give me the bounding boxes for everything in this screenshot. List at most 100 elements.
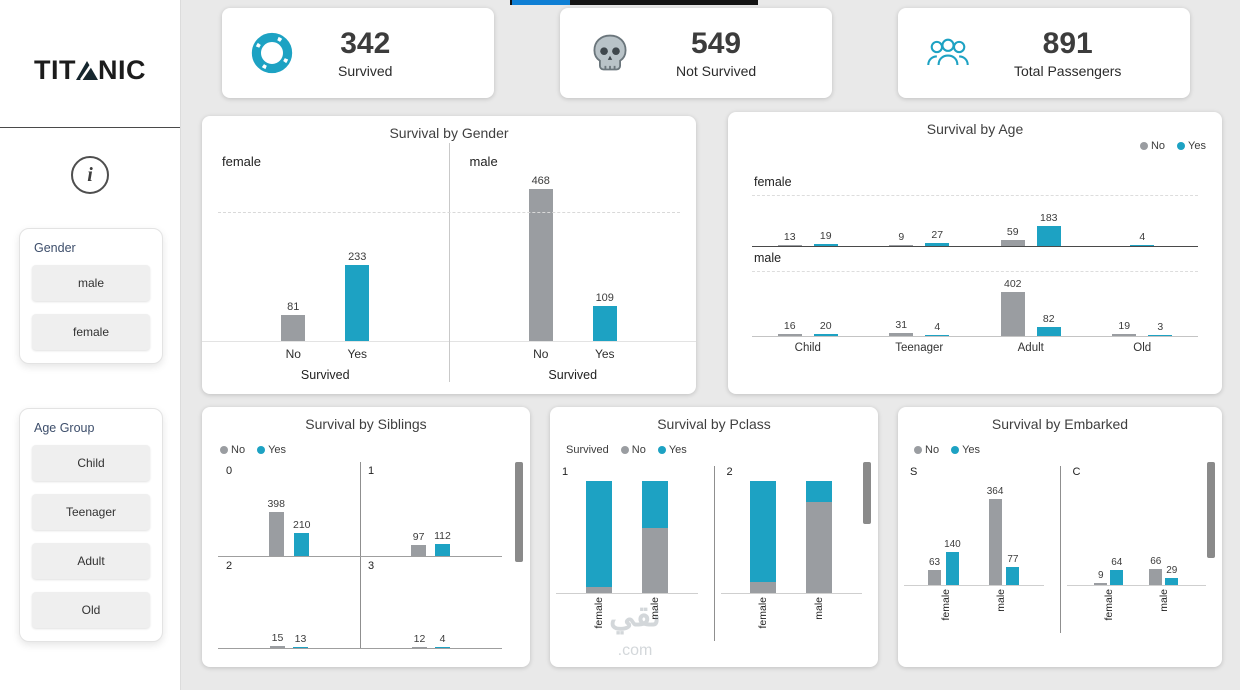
panel-label: 2 [726, 466, 733, 478]
bar-yes[interactable] [294, 532, 310, 556]
stacked-bar-male[interactable] [641, 481, 668, 593]
segment-yes[interactable] [585, 481, 612, 587]
bar-yes[interactable] [1006, 566, 1020, 585]
category-label-wrap: female [932, 589, 961, 633]
bar-value: 19 [819, 229, 832, 242]
filter-option-old[interactable]: Old [32, 592, 150, 628]
kpi-card-total-passengers: 891 Total Passengers [898, 8, 1190, 98]
chart-scrollbar-thumb[interactable] [863, 462, 871, 524]
ship-sail-icon [76, 61, 98, 80]
bar-no[interactable] [777, 334, 802, 336]
bar-no[interactable] [889, 244, 914, 246]
panel-label: 2 [226, 560, 233, 572]
bar-yes[interactable] [925, 243, 950, 246]
filter-option-female[interactable]: female [32, 314, 150, 350]
panel-C: C 9 64 66 29 female male [1059, 466, 1223, 633]
bar-no[interactable] [281, 314, 306, 341]
panel-label: female [222, 154, 262, 169]
bar-yes[interactable] [435, 646, 450, 648]
legend-item-no[interactable]: No [620, 444, 646, 456]
segment-no[interactable] [750, 582, 777, 593]
bar-no[interactable] [412, 646, 427, 648]
bar-value: 13 [294, 632, 307, 645]
bar-no[interactable] [988, 499, 1002, 585]
legend-item-yes[interactable]: Yes [257, 444, 286, 456]
stacked-bar-female[interactable] [750, 481, 777, 593]
bar-yes[interactable] [1036, 226, 1061, 246]
bar-value: 398 [267, 498, 285, 510]
bar-no[interactable] [1000, 239, 1025, 246]
segment-no[interactable] [806, 502, 833, 593]
bar-yes[interactable] [813, 333, 838, 336]
filter-option-child[interactable]: Child [32, 445, 150, 481]
bar-no[interactable] [1094, 582, 1108, 585]
bar-no[interactable] [928, 570, 942, 585]
filter-option-adult[interactable]: Adult [32, 543, 150, 579]
bar-column-yes: 64 [1110, 557, 1124, 585]
segment-yes[interactable] [641, 481, 668, 528]
chart-title: Survival by Age [926, 121, 1024, 137]
category-label: Adult [1017, 342, 1044, 354]
bar-yes[interactable] [1130, 244, 1155, 246]
legend-dot-no [220, 446, 228, 454]
bar-column-no: 9 [889, 231, 914, 246]
category-label-wrap: male [987, 589, 1016, 633]
category-label-wrap: male [1149, 589, 1178, 633]
page-navigation-scrollbar[interactable] [510, 0, 758, 5]
bar-no[interactable] [889, 332, 914, 336]
chart-scrollbar-thumb[interactable] [1207, 462, 1215, 558]
bar-no[interactable] [1112, 333, 1137, 336]
bar-yes[interactable] [1036, 327, 1061, 336]
segment-yes[interactable] [806, 481, 833, 502]
filter-option-male[interactable]: male [32, 265, 150, 301]
legend-item-no[interactable]: No [1139, 140, 1165, 152]
legend-item-no[interactable]: No [914, 444, 939, 456]
gender-filter-card: Gender male female [19, 228, 163, 364]
stacked-bar-male[interactable] [806, 481, 833, 593]
bar-no[interactable] [268, 512, 284, 556]
bar-value: 82 [1042, 313, 1055, 325]
bar-yes[interactable] [293, 646, 308, 648]
legend-item-no[interactable]: No [220, 444, 245, 456]
info-icon[interactable]: i [71, 156, 109, 194]
bar-column-yes: 82 [1036, 313, 1061, 336]
segment-no[interactable] [585, 587, 612, 593]
bar-yes[interactable] [1110, 569, 1124, 585]
bar-yes[interactable] [1165, 578, 1179, 585]
bar-value: 4 [1139, 230, 1146, 243]
segment-no[interactable] [641, 528, 668, 593]
kpi-text: 549 Not Survived [676, 27, 756, 79]
chart-survival-by-embarked: Survival by Embarked No Yes S 63 140 364 77 fem… [898, 407, 1222, 667]
bar-yes[interactable] [945, 551, 959, 585]
bar-no[interactable] [411, 545, 427, 556]
bar-column-no: 97 [411, 531, 427, 556]
chart-scrollbar-thumb[interactable] [515, 462, 523, 562]
bar-yes[interactable] [813, 243, 838, 246]
bar-value: 19 [1118, 319, 1131, 332]
stacked-bar-female[interactable] [585, 481, 612, 593]
bar-yes[interactable] [592, 305, 617, 341]
page-navigation-thumb[interactable] [512, 0, 570, 5]
segment-yes[interactable] [750, 481, 777, 582]
bar-no[interactable] [1149, 569, 1163, 585]
category-label-wrap: female [1094, 589, 1123, 633]
category-labels: female male [721, 594, 863, 641]
bar-column-yes: 109 [592, 292, 617, 341]
bar-yes[interactable] [925, 334, 950, 336]
legend-item-yes[interactable]: Yes [657, 444, 687, 456]
grid-row: 0 398 210 1 97 112 [218, 462, 502, 557]
bar-no[interactable] [270, 646, 285, 648]
bar-yes[interactable] [345, 265, 370, 341]
bar-yes[interactable] [435, 543, 450, 556]
legend-dot-no [620, 446, 629, 454]
bar-column-yes: 27 [925, 229, 950, 246]
legend-item-yes[interactable]: Yes [951, 444, 980, 456]
bar-no[interactable] [528, 189, 553, 341]
bar-value: 9 [1097, 569, 1104, 581]
bar-no[interactable] [777, 244, 802, 246]
bar-no[interactable] [1000, 292, 1025, 336]
bar-yes[interactable] [1148, 334, 1173, 336]
bar-column-no: 66 [1149, 556, 1163, 585]
legend-item-yes[interactable]: Yes [1177, 140, 1206, 152]
filter-option-teenager[interactable]: Teenager [32, 494, 150, 530]
